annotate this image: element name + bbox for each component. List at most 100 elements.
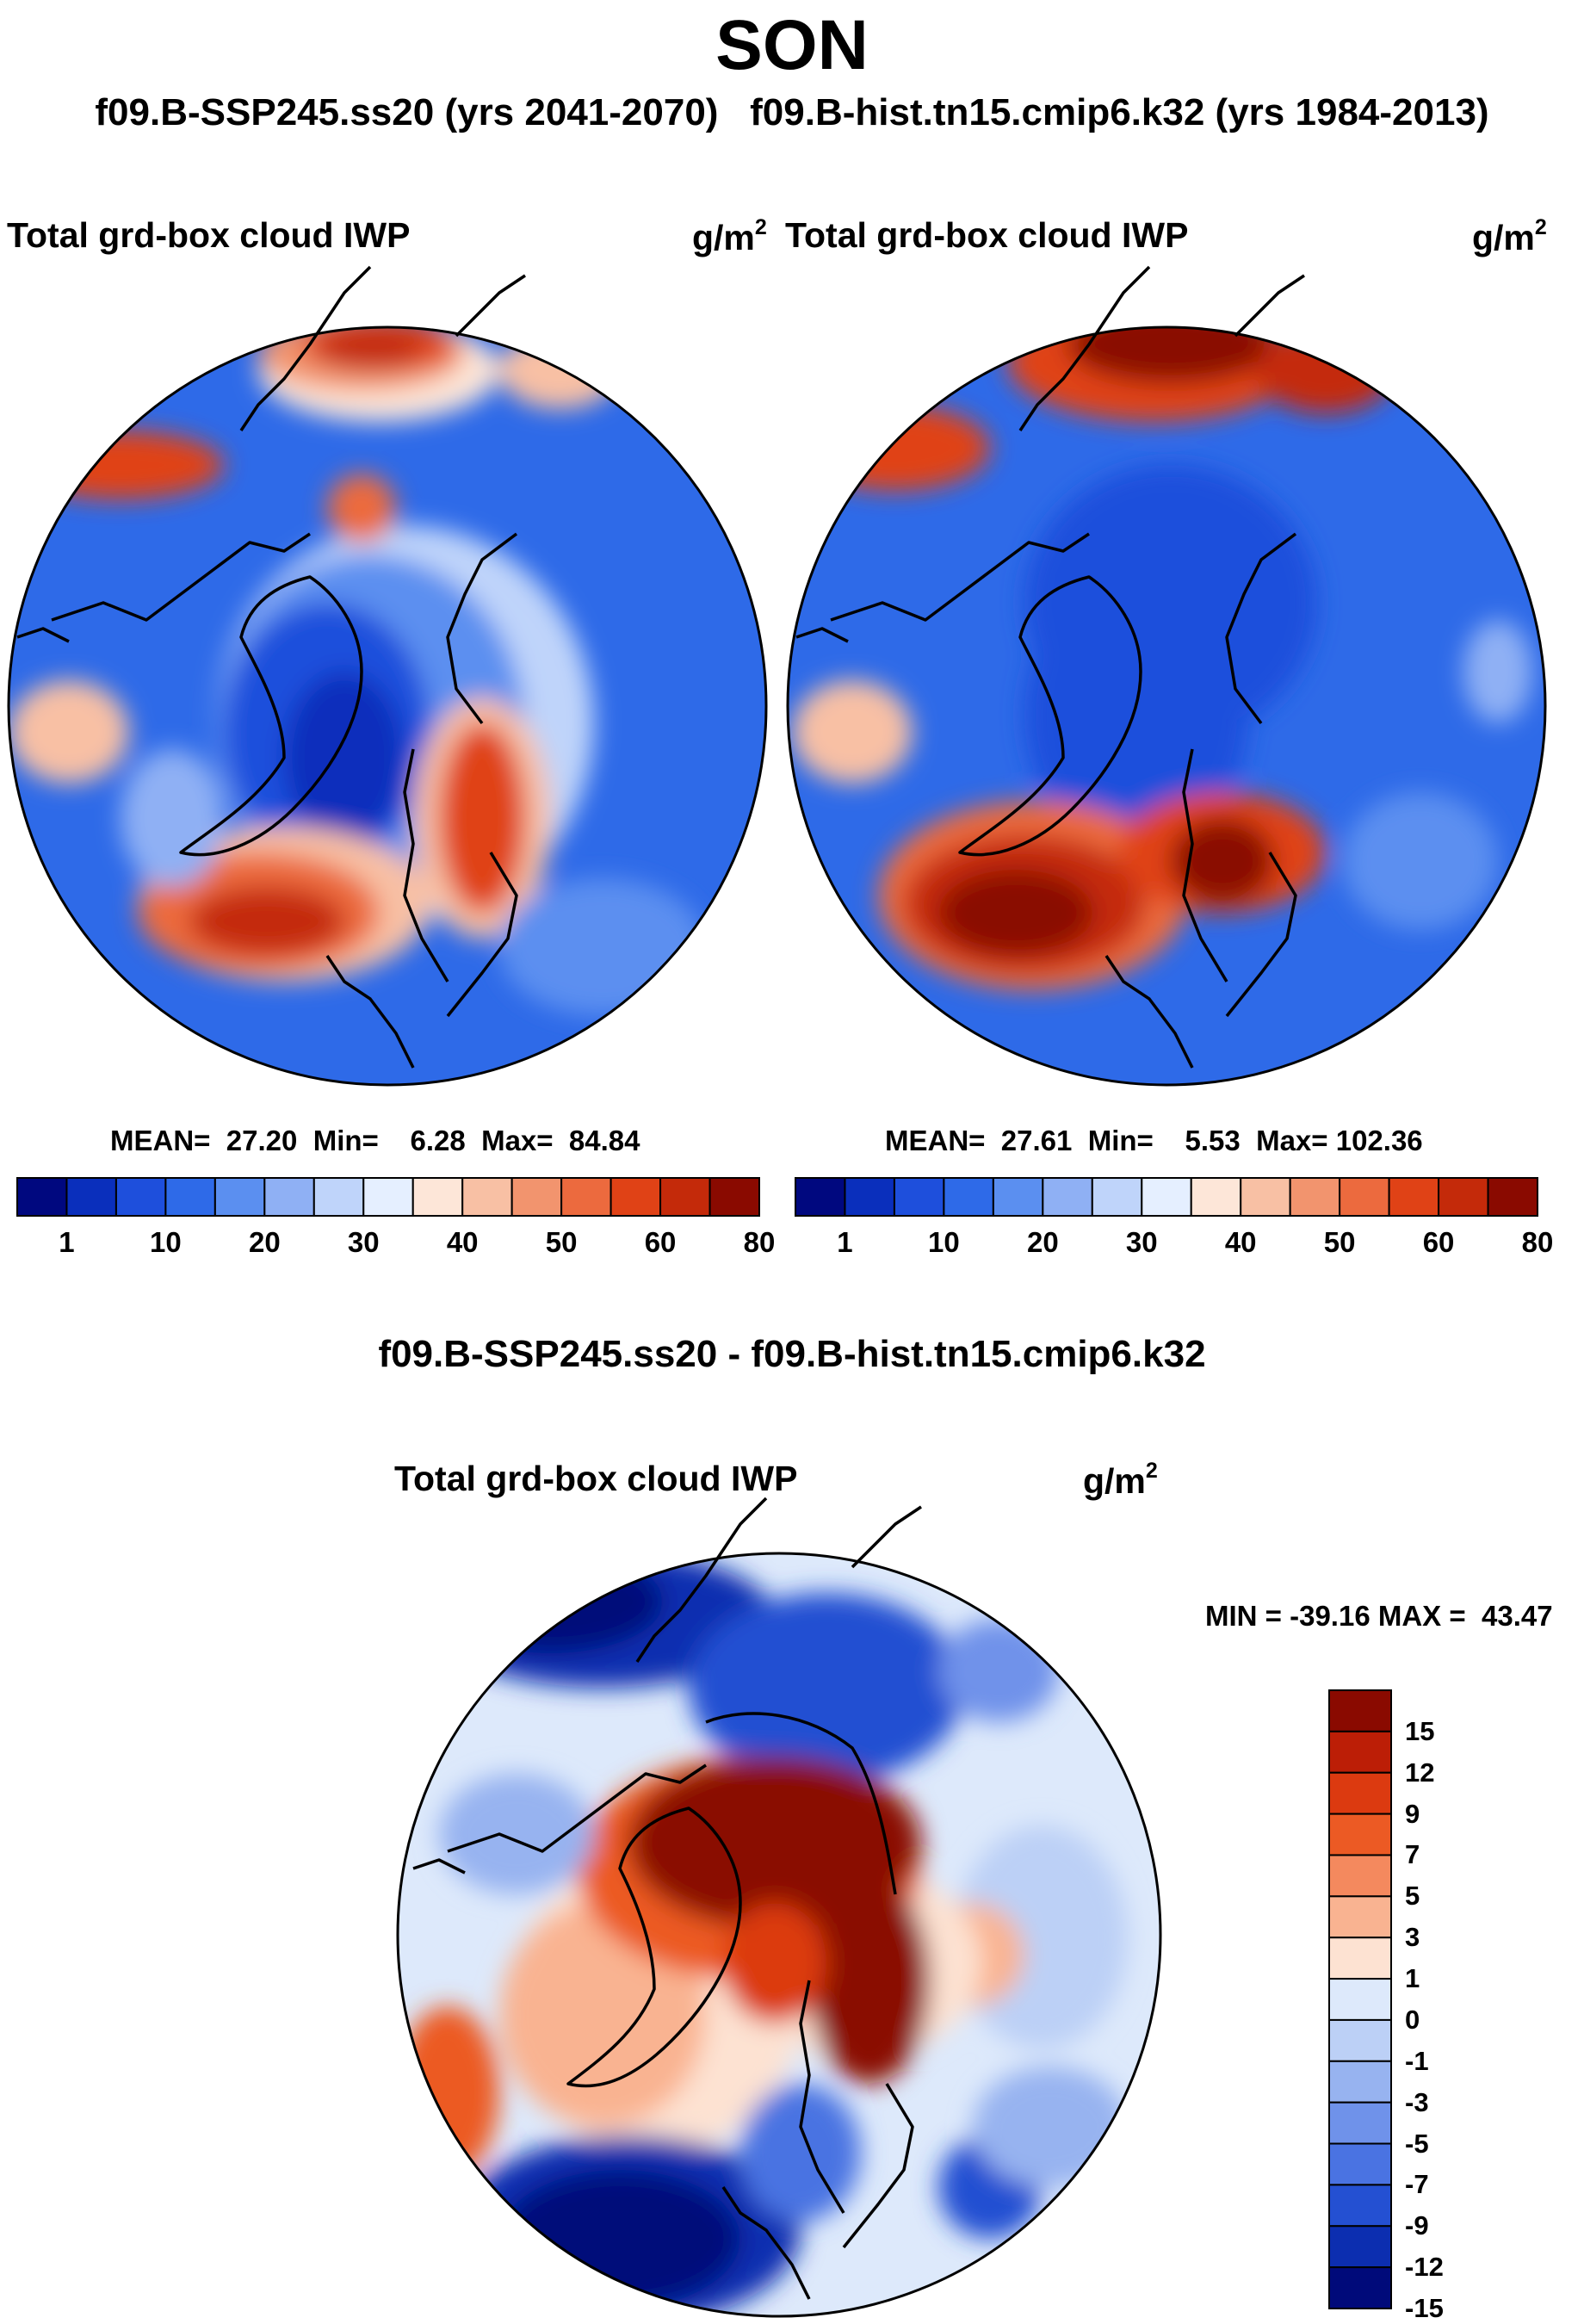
right-variable-label: Total grd-box cloud IWP xyxy=(785,215,1189,255)
left-stats: MEAN= 27.20 Min= 6.28 Max= 84.84 xyxy=(110,1125,640,1156)
right-colorbar-tick-label: 80 xyxy=(1521,1226,1554,1258)
diff-colorbar-tick-label: 1 xyxy=(1405,1963,1420,1994)
right-colorbar-swatch xyxy=(1339,1177,1390,1217)
diff-colorbar-swatch xyxy=(1328,2266,1392,2309)
right-colorbar xyxy=(795,1177,1538,1217)
left-colorbar-swatch xyxy=(164,1177,216,1217)
left-variable-label: Total grd-box cloud IWP xyxy=(7,215,411,255)
left-colorbar-swatch xyxy=(312,1177,365,1217)
diff-minmax: MIN = -39.16 MAX = 43.47 xyxy=(1205,1600,1553,1632)
right-colorbar-swatch xyxy=(844,1177,895,1217)
right-max-value: 102.36 xyxy=(1335,1125,1423,1156)
left-colorbar-swatch xyxy=(461,1177,513,1217)
right-colorbar-swatch xyxy=(1240,1177,1291,1217)
left-mean-value: 27.20 xyxy=(226,1125,298,1156)
diff-colorbar-swatch xyxy=(1328,2142,1392,2186)
left-colorbar-swatch xyxy=(659,1177,711,1217)
right-colorbar-tick-label: 50 xyxy=(1323,1226,1356,1258)
diff-colorbar-tick-label: 5 xyxy=(1405,1881,1420,1912)
left-colorbar-tick-label: 30 xyxy=(347,1226,380,1258)
left-run-title: f09.B-SSP245.ss20 (yrs 2041-2070) xyxy=(95,91,719,133)
right-colorbar-swatch xyxy=(1091,1177,1143,1217)
right-colorbar-swatch xyxy=(943,1177,994,1217)
season-title: SON xyxy=(715,6,869,84)
diff-colorbar xyxy=(1328,1689,1392,2309)
right-colorbar-tick-label: 20 xyxy=(1026,1226,1059,1258)
difference-map xyxy=(396,1497,1162,2318)
right-colorbar-swatch xyxy=(1487,1177,1538,1217)
diff-colorbar-tick-label: -9 xyxy=(1405,2210,1429,2241)
right-colorbar-swatch xyxy=(795,1177,846,1217)
right-units-label: g/m2 xyxy=(1472,215,1547,257)
difference-title: f09.B-SSP245.ss20 - f09.B-hist.tn15.cmip… xyxy=(378,1333,1206,1375)
right-min-value: 5.53 xyxy=(1185,1125,1241,1156)
left-colorbar-tick-label: 50 xyxy=(545,1226,578,1258)
left-colorbar-tick-label: 1 xyxy=(59,1226,75,1258)
left-colorbar-swatch xyxy=(114,1177,167,1217)
diff-colorbar-tick-label: 12 xyxy=(1405,1757,1435,1788)
diff-colorbar-tick-label: 3 xyxy=(1405,1922,1420,1953)
diff-colorbar-swatch xyxy=(1328,1895,1392,1939)
diff-units-label: g/m2 xyxy=(1083,1459,1158,1501)
diff-colorbar-tick-label: -15 xyxy=(1405,2293,1444,2323)
left-colorbar-swatch xyxy=(65,1177,117,1217)
right-colorbar-tick-label: 60 xyxy=(1422,1226,1455,1258)
left-colorbar-tick-label: 40 xyxy=(446,1226,479,1258)
left-colorbar-swatch xyxy=(263,1177,315,1217)
left-colorbar-swatch xyxy=(560,1177,612,1217)
right-colorbar-swatch xyxy=(1388,1177,1440,1217)
right-colorbar-tick-label: 1 xyxy=(837,1226,853,1258)
right-colorbar-swatch xyxy=(893,1177,945,1217)
diff-min-value: -39.16 xyxy=(1290,1600,1371,1632)
left-units-label: g/m2 xyxy=(692,215,767,257)
diff-colorbar-swatch xyxy=(1328,1813,1392,1856)
left-colorbar-tick-label: 20 xyxy=(248,1226,281,1258)
right-colorbar-swatch xyxy=(1042,1177,1093,1217)
right-map xyxy=(786,265,1547,1087)
diff-colorbar-swatch xyxy=(1328,2060,1392,2104)
right-colorbar-swatch xyxy=(1289,1177,1341,1217)
diff-colorbar-tick-label: -12 xyxy=(1405,2252,1444,2283)
left-colorbar-tick-label: 60 xyxy=(644,1226,677,1258)
right-stats: MEAN= 27.61 Min= 5.53 Max= 102.36 xyxy=(885,1125,1423,1156)
diff-colorbar-tick-label: 7 xyxy=(1405,1839,1420,1870)
left-colorbar-tick-label: 80 xyxy=(743,1226,776,1258)
right-colorbar-swatch xyxy=(1190,1177,1242,1217)
left-colorbar-swatch xyxy=(609,1177,662,1217)
run-titles: f09.B-SSP245.ss20 (yrs 2041-2070) f09.B-… xyxy=(0,91,1584,134)
diff-colorbar-tick-label: -5 xyxy=(1405,2128,1429,2159)
left-colorbar-swatch xyxy=(16,1177,68,1217)
right-colorbar-tick-label: 40 xyxy=(1224,1226,1257,1258)
left-colorbar xyxy=(16,1177,760,1217)
left-colorbar-swatch xyxy=(411,1177,464,1217)
right-colorbar-tick-label: 30 xyxy=(1125,1226,1158,1258)
right-colorbar-swatch xyxy=(1141,1177,1192,1217)
diff-colorbar-swatch xyxy=(1328,1689,1392,1732)
diff-colorbar-swatch xyxy=(1328,2018,1392,2062)
diff-colorbar-swatch xyxy=(1328,2101,1392,2145)
left-colorbar-tick-label: 10 xyxy=(150,1226,182,1258)
left-max-value: 84.84 xyxy=(568,1125,640,1156)
diff-colorbar-swatch xyxy=(1328,1730,1392,1774)
diff-colorbar-tick-label: -3 xyxy=(1405,2086,1429,2117)
diff-colorbar-tick-label: 15 xyxy=(1405,1715,1435,1746)
left-colorbar-swatch xyxy=(510,1177,563,1217)
right-run-title: f09.B-hist.tn15.cmip6.k32 (yrs 1984-2013… xyxy=(750,91,1489,133)
diff-colorbar-swatch xyxy=(1328,2184,1392,2228)
left-min-value: 6.28 xyxy=(410,1125,466,1156)
diff-colorbar-swatch xyxy=(1328,1937,1392,1980)
right-colorbar-tick-label: 10 xyxy=(928,1226,960,1258)
left-map xyxy=(7,265,768,1087)
diff-max-value: 43.47 xyxy=(1481,1600,1553,1632)
diff-colorbar-tick-label: 9 xyxy=(1405,1798,1420,1829)
diff-colorbar-swatch xyxy=(1328,1771,1392,1815)
right-colorbar-swatch xyxy=(1438,1177,1489,1217)
left-colorbar-swatch xyxy=(362,1177,414,1217)
left-colorbar-swatch xyxy=(708,1177,760,1217)
left-colorbar-swatch xyxy=(213,1177,266,1217)
diff-colorbar-tick-label: 0 xyxy=(1405,2004,1420,2035)
diff-colorbar-swatch xyxy=(1328,1854,1392,1898)
right-mean-value: 27.61 xyxy=(1000,1125,1073,1156)
diff-colorbar-swatch xyxy=(1328,2225,1392,2269)
